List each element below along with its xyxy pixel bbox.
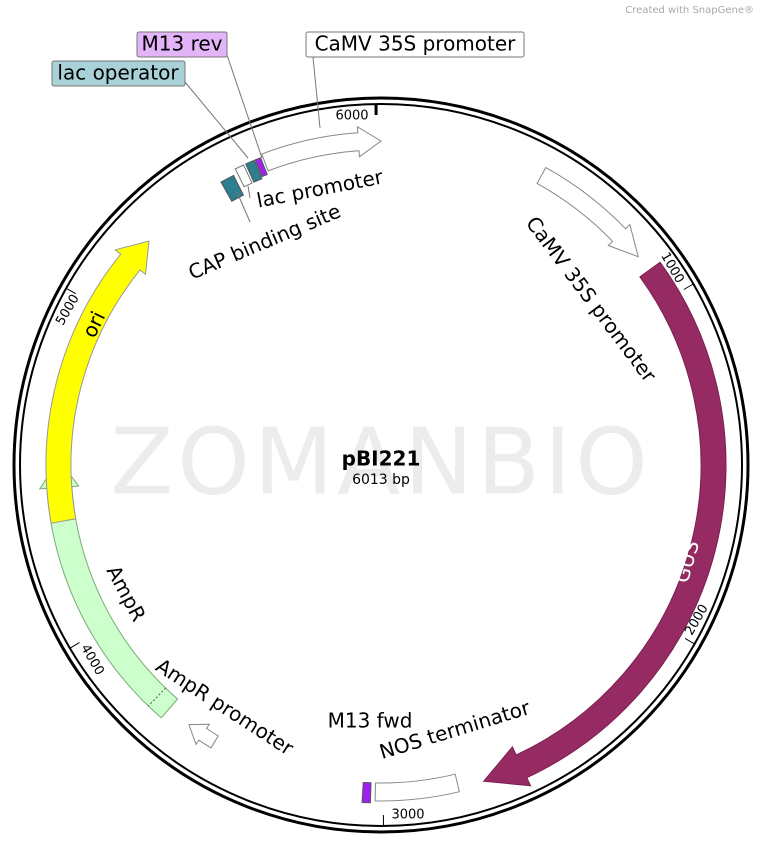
feature [536, 166, 639, 258]
feature [361, 781, 372, 804]
callout-box [136, 31, 228, 58]
feature-label: CaMV 35S promoter [315, 32, 517, 56]
feature [188, 723, 219, 749]
feature-label: CaMV 35S promoter [521, 212, 661, 387]
feature [234, 164, 253, 188]
tick-label: 6000 [335, 109, 368, 124]
callout-box [305, 31, 525, 58]
feature-label: CAP binding site [185, 199, 345, 285]
tick-label: 3000 [391, 808, 424, 823]
backbone-inner [19, 103, 743, 827]
tick-mark [683, 283, 694, 290]
callout-lines [184, 54, 321, 223]
feature [45, 240, 150, 524]
backbone-outer [12, 96, 750, 834]
callout-box [51, 60, 186, 87]
features [38, 125, 727, 804]
callout-line [226, 54, 263, 159]
feature [261, 125, 382, 172]
feature [245, 159, 263, 183]
callout-line [184, 81, 249, 159]
feature [254, 157, 268, 178]
feature-boundary [147, 687, 167, 707]
feature-label: M13 rev [142, 32, 223, 56]
feature-label: lac operator [57, 61, 179, 85]
callout-line [247, 185, 251, 199]
tick-mark [684, 637, 695, 645]
tick-mark [69, 642, 80, 649]
callout-line [236, 191, 251, 223]
plasmid-name: pBI221 [342, 447, 421, 471]
plasmid-length: 6013 bp [352, 472, 410, 488]
feature-label: M13 fwd [328, 709, 413, 733]
credit: Created with SnapGene® [625, 5, 754, 16]
feature [482, 261, 727, 787]
watermark: ZOMANBIO [110, 408, 651, 515]
feature-label: AmpR promoter [152, 653, 299, 760]
tick-mark [65, 287, 77, 295]
feature [374, 773, 461, 802]
callout-line [312, 56, 321, 129]
